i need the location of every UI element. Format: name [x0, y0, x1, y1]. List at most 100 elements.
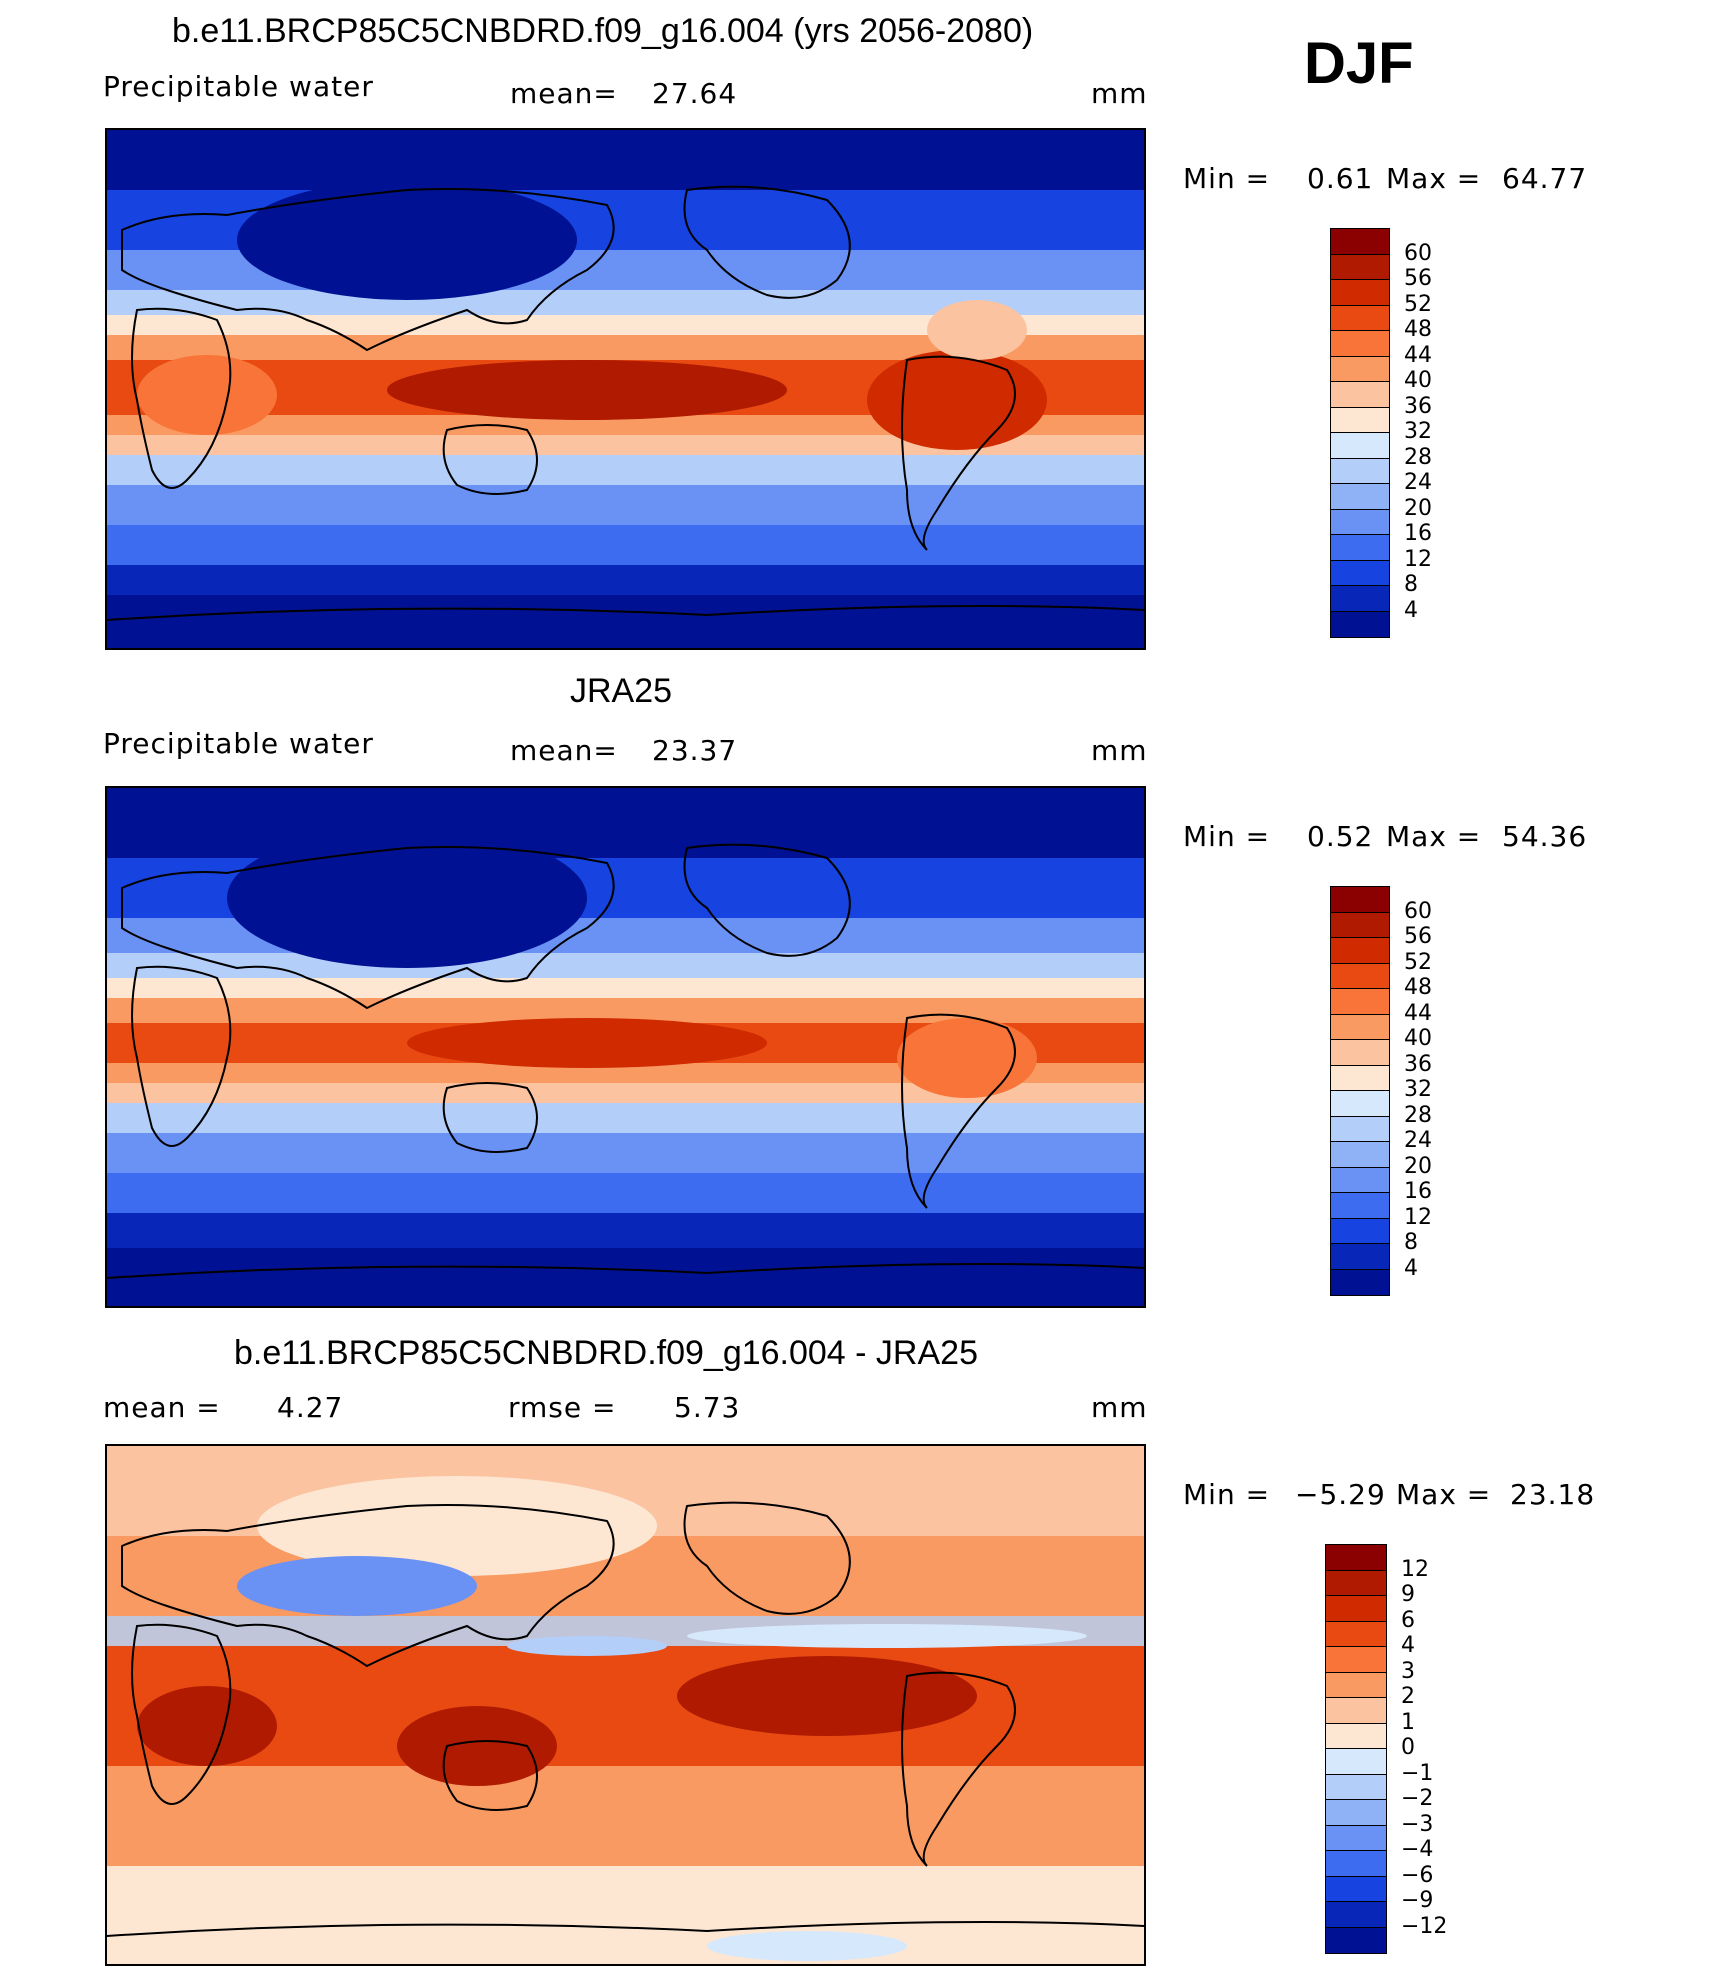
- colorbar-swatch: [1331, 1218, 1389, 1244]
- colorbar-tick-label: 12: [1404, 1204, 1432, 1230]
- colorbar-swatch: [1331, 1167, 1389, 1193]
- panel-1-title: b.e11.BRCP85C5CNBDRD.f09_g16.004 (yrs 20…: [172, 12, 1034, 50]
- colorbar-tick-label: 0: [1401, 1735, 1415, 1760]
- colorbar-swatch: [1326, 1698, 1386, 1724]
- panel-1-mean-value: 27.64: [652, 77, 738, 110]
- colorbar-tick-label: 6: [1401, 1607, 1415, 1633]
- panel-3-colorbar: [1325, 1544, 1387, 1954]
- panel-1-map-field: [107, 130, 1144, 648]
- colorbar-swatch: [1331, 458, 1389, 484]
- colorbar-tick-label: 52: [1404, 291, 1432, 317]
- colorbar-tick-label: 4: [1401, 1633, 1415, 1658]
- colorbar-tick-label: 60: [1404, 240, 1432, 266]
- colorbar-swatch: [1331, 1091, 1389, 1117]
- colorbar-swatch: [1331, 382, 1389, 408]
- colorbar-tick-label: 24: [1404, 470, 1432, 495]
- colorbar-tick-label: 16: [1404, 521, 1432, 546]
- colorbar-swatch: [1331, 1193, 1389, 1219]
- colorbar-tick-label: 48: [1404, 317, 1432, 342]
- colorbar-tick-label: 44: [1404, 342, 1432, 368]
- colorbar-tick-label: 36: [1404, 393, 1432, 419]
- colorbar-swatch: [1331, 887, 1389, 913]
- colorbar-tick-label: 40: [1404, 1026, 1432, 1051]
- colorbar-tick-label: 40: [1404, 368, 1432, 393]
- colorbar-tick-label: 32: [1404, 419, 1432, 444]
- colorbar-swatch: [1331, 305, 1389, 331]
- colorbar-swatch: [1331, 229, 1389, 255]
- colorbar-tick-label: −3: [1401, 1811, 1434, 1837]
- colorbar-swatch: [1326, 1647, 1386, 1673]
- colorbar-tick-label: 4: [1404, 597, 1418, 623]
- colorbar-tick-label: 44: [1404, 1000, 1432, 1026]
- colorbar-swatch: [1331, 1269, 1389, 1295]
- colorbar-swatch: [1326, 1749, 1386, 1775]
- colorbar-swatch: [1331, 1244, 1389, 1270]
- colorbar-swatch: [1331, 356, 1389, 382]
- panel-3-min-label: Min =: [1183, 1478, 1271, 1511]
- panel-3-mean-value: 4.27: [277, 1391, 344, 1424]
- colorbar-swatch: [1326, 1927, 1386, 1953]
- colorbar-swatch: [1331, 1014, 1389, 1040]
- colorbar-tick-label: 52: [1404, 949, 1432, 975]
- colorbar-swatch: [1326, 1723, 1386, 1749]
- panel-3-mean-label: mean =: [103, 1391, 221, 1424]
- colorbar-swatch: [1331, 407, 1389, 433]
- colorbar-tick-label: 9: [1401, 1582, 1415, 1607]
- colorbar-swatch: [1326, 1774, 1386, 1800]
- panel-1-colorbar: [1330, 228, 1390, 638]
- panel-2-max-value: 54.36: [1502, 820, 1588, 853]
- panel-2-title: JRA25: [570, 672, 673, 710]
- colorbar-tick-label: 4: [1404, 1255, 1418, 1281]
- panel-2-max-label: Max =: [1386, 820, 1482, 853]
- colorbar-swatch: [1331, 938, 1389, 964]
- panel-2-mean-label: mean=: [510, 734, 618, 767]
- panel-1-max-label: Max =: [1386, 162, 1482, 195]
- colorbar-swatch: [1331, 1065, 1389, 1091]
- colorbar-tick-label: 56: [1404, 266, 1432, 291]
- colorbar-swatch: [1331, 611, 1389, 637]
- colorbar-swatch: [1331, 586, 1389, 612]
- colorbar-tick-label: 20: [1404, 1153, 1432, 1179]
- panel-3-map: [105, 1444, 1146, 1966]
- panel-3-rmse-value: 5.73: [674, 1391, 741, 1424]
- colorbar-tick-label: −6: [1401, 1862, 1434, 1888]
- colorbar-swatch: [1331, 331, 1389, 357]
- panel-2-min-value: 0.52: [1307, 820, 1374, 853]
- panel-3-rmse-label: rmse =: [508, 1391, 617, 1424]
- colorbar-tick-label: 48: [1404, 975, 1432, 1000]
- panel-1-min-value: 0.61: [1307, 162, 1374, 195]
- panel-2-map: [105, 786, 1146, 1308]
- panel-1-map: [105, 128, 1146, 650]
- colorbar-swatch: [1326, 1825, 1386, 1851]
- colorbar-swatch: [1331, 433, 1389, 459]
- colorbar-swatch: [1326, 1621, 1386, 1647]
- panel-3-map-field: [107, 1446, 1144, 1964]
- colorbar-tick-label: 60: [1404, 898, 1432, 924]
- panel-3-units: mm: [1091, 1391, 1148, 1424]
- colorbar-swatch: [1331, 280, 1389, 306]
- colorbar-tick-label: 36: [1404, 1051, 1432, 1077]
- colorbar-swatch: [1326, 1902, 1386, 1928]
- season-label: DJF: [1304, 31, 1414, 96]
- colorbar-tick-label: −9: [1401, 1888, 1434, 1913]
- panel-1-units: mm: [1091, 77, 1148, 110]
- panel-2-units: mm: [1091, 734, 1148, 767]
- colorbar-swatch: [1331, 484, 1389, 510]
- panel-2-mean-value: 23.37: [652, 734, 738, 767]
- panel-3-title: b.e11.BRCP85C5CNBDRD.f09_g16.004 - JRA25: [234, 1334, 978, 1372]
- colorbar-swatch: [1331, 535, 1389, 561]
- colorbar-tick-label: 32: [1404, 1077, 1432, 1102]
- colorbar-tick-label: 8: [1404, 1230, 1418, 1255]
- colorbar-tick-label: −12: [1401, 1913, 1448, 1939]
- colorbar-swatch: [1331, 1116, 1389, 1142]
- colorbar-swatch: [1326, 1876, 1386, 1902]
- colorbar-tick-label: 20: [1404, 495, 1432, 521]
- colorbar-tick-label: 1: [1401, 1709, 1415, 1735]
- colorbar-swatch: [1326, 1596, 1386, 1622]
- colorbar-tick-label: 16: [1404, 1179, 1432, 1204]
- colorbar-tick-label: −4: [1401, 1837, 1434, 1862]
- colorbar-tick-label: 28: [1404, 444, 1432, 470]
- panel-1-min-label: Min =: [1183, 162, 1271, 195]
- panel-2-variable-label: Precipitable water: [103, 727, 374, 760]
- colorbar-tick-label: 24: [1404, 1128, 1432, 1153]
